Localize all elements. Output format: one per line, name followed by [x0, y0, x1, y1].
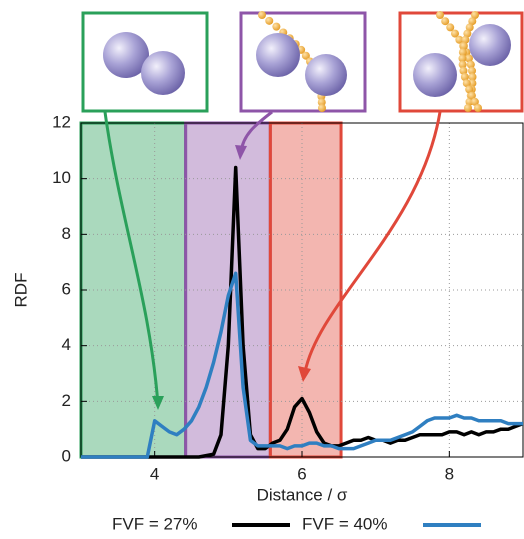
bead	[317, 98, 326, 107]
bead	[465, 23, 474, 32]
axes-frame	[80, 122, 524, 458]
x-tick-label: 4	[150, 464, 159, 483]
y-tick-label: 6	[62, 279, 71, 298]
bead	[468, 79, 477, 88]
bead	[258, 11, 266, 19]
series-line	[81, 165, 524, 459]
bead	[272, 22, 281, 31]
bead	[436, 11, 444, 19]
polymer	[436, 11, 482, 112]
bead	[464, 104, 472, 112]
y-tick-label: 10	[52, 168, 71, 187]
insets	[81, 11, 524, 113]
y-tick-label: 2	[62, 391, 71, 410]
bead	[458, 54, 467, 63]
bead	[461, 35, 470, 44]
bead	[466, 60, 475, 69]
legend-label: FVF = 27%	[112, 514, 198, 533]
bead	[467, 91, 476, 100]
bead	[465, 85, 474, 94]
arrowhead	[152, 396, 164, 410]
bead	[463, 29, 472, 38]
sphere	[141, 51, 185, 95]
x-axis-label: Distance / σ	[257, 485, 348, 504]
bead	[451, 29, 460, 38]
bead	[265, 16, 274, 25]
x-tick-label: 8	[445, 464, 454, 483]
bead	[462, 79, 471, 88]
bead	[459, 66, 468, 75]
sphere	[305, 54, 347, 96]
sphere	[103, 32, 149, 78]
bead	[474, 104, 482, 112]
arrows	[103, 110, 442, 410]
bead	[470, 97, 479, 106]
y-axis-label: RDF	[11, 273, 30, 308]
bead	[468, 17, 477, 26]
bead	[318, 104, 326, 112]
bead	[441, 17, 450, 26]
bead	[468, 73, 477, 81]
y-tick-label: 12	[52, 112, 71, 131]
bead	[458, 48, 467, 57]
bead	[459, 42, 468, 50]
sphere	[469, 24, 511, 66]
plot-area: 0 2 4 6 8 10 12 4 6 8 Distance / σ RDF	[11, 112, 524, 504]
sphere	[256, 33, 300, 77]
bead	[458, 60, 467, 69]
y-tick-label: 0	[62, 446, 71, 465]
bead	[446, 23, 455, 32]
arrowhead	[235, 145, 247, 160]
arrow	[303, 111, 442, 373]
bead	[301, 51, 310, 60]
bead	[460, 73, 469, 81]
y-tick-label: 8	[62, 224, 71, 243]
bead	[471, 11, 479, 19]
y-tick-label: 4	[62, 335, 71, 354]
legend: FVF = 27% FVF = 40%	[112, 514, 481, 533]
arrowhead	[298, 366, 311, 382]
bead	[468, 66, 477, 75]
bead	[464, 54, 473, 63]
sphere	[413, 53, 457, 97]
legend-label: FVF = 40%	[302, 514, 388, 533]
bead	[455, 35, 464, 44]
series-line	[81, 271, 523, 459]
arrow	[103, 111, 160, 406]
x-tick-label: 6	[297, 464, 306, 483]
